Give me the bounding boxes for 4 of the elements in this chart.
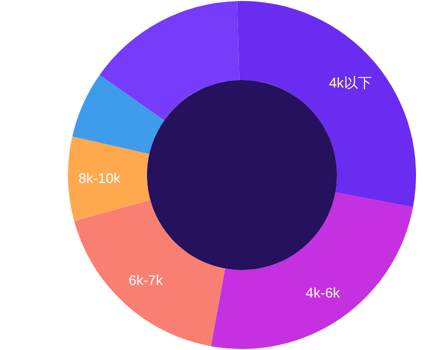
slice-label: 4k-6k xyxy=(306,284,341,300)
slice-label: 4k以下 xyxy=(328,74,372,90)
slice-label: 8k-10k xyxy=(78,170,122,186)
slice-label: 6k-7k xyxy=(128,272,164,288)
